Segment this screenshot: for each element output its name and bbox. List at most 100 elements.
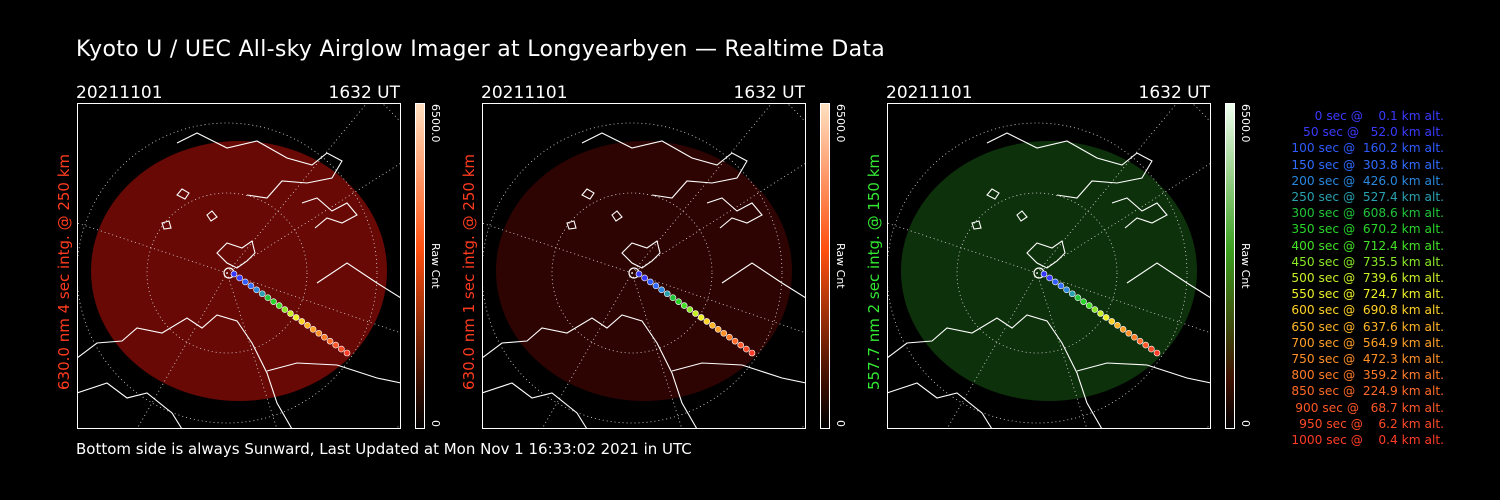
trajectory-point (686, 306, 694, 313)
trajectory-point (658, 286, 665, 294)
trajectory-point (281, 306, 289, 313)
trajectory-point (641, 274, 648, 282)
panel-2-colorbar-min: 0 (834, 420, 847, 427)
trajectory-point (253, 286, 260, 294)
legend-row: 700 sec @ 564.9 km alt. (1287, 335, 1444, 350)
panel-1-time: 1632 UT (328, 83, 401, 103)
panel-2-wavelength-label: 630.0 nm 1 sec intg. @ 250 km (460, 153, 478, 390)
trajectory-point (258, 290, 266, 298)
trajectory-point (315, 329, 323, 337)
panel-3-image (887, 103, 1211, 429)
trajectory-point (1119, 326, 1127, 333)
trajectory-point (652, 282, 660, 290)
trajectory-point (1057, 282, 1065, 290)
panel-3-time: 1632 UT (1138, 83, 1211, 103)
trajectory-point (635, 270, 643, 278)
trajectory-point (709, 322, 716, 329)
trajectory-point (309, 326, 317, 333)
legend-row: 500 sec @ 739.6 km alt. (1287, 271, 1444, 286)
trajectory-point (731, 337, 739, 345)
panel-2-image (482, 103, 806, 429)
legend-row: 50 sec @ 52.0 km alt. (1295, 125, 1444, 140)
legend-row: 300 sec @ 608.6 km alt. (1287, 206, 1444, 221)
legend-row: 100 sec @ 160.2 km alt. (1287, 141, 1444, 156)
trajectory-point (1114, 322, 1121, 329)
legend-row: 900 sec @ 68.7 km alt. (1291, 400, 1444, 415)
legend-row: 450 sec @ 735.5 km alt. (1287, 254, 1444, 269)
trajectory-point (321, 333, 328, 341)
trajectory-point (1068, 290, 1076, 298)
trajectory-point (1102, 314, 1110, 321)
trajectory-point (1148, 345, 1155, 353)
trajectory-point (1142, 341, 1150, 349)
trajectory-point (264, 294, 272, 301)
trajectory-point (726, 333, 733, 341)
trajectory-point (1080, 298, 1087, 305)
trajectory-point (697, 314, 705, 321)
panel-3-colorbar-min: 0 (1239, 420, 1252, 427)
panel-1-colorbar (415, 103, 425, 429)
trajectory-point (675, 298, 682, 305)
panel-2-colorbar (820, 103, 830, 429)
legend-row: 850 sec @ 224.9 km alt. (1287, 384, 1444, 399)
trajectory-point (270, 298, 277, 305)
trajectory-point (332, 341, 340, 349)
trajectory-point (1097, 310, 1104, 317)
trajectory-point (1074, 294, 1082, 301)
legend-row: 600 sec @ 690.8 km alt. (1287, 303, 1444, 318)
trajectory-point (1085, 302, 1093, 309)
trajectory-point (287, 310, 294, 317)
trajectory-point (292, 314, 300, 321)
trajectory-point (1131, 333, 1138, 341)
trajectory-point (247, 282, 255, 290)
trajectory-point (326, 337, 334, 345)
trajectory-point (343, 349, 351, 357)
trajectory-point (669, 294, 677, 301)
trajectory-point (230, 270, 238, 278)
page-title: Kyoto U / UEC All-sky Airglow Imager at … (76, 37, 886, 62)
panel-2-colorbar-max: 6500.0 (834, 104, 847, 143)
trajectory-point (1136, 337, 1144, 345)
trajectory-point (304, 322, 311, 329)
trajectory-point (1153, 349, 1161, 357)
legend-row: 150 sec @ 303.8 km alt. (1287, 157, 1444, 172)
trajectory-point (1125, 329, 1133, 337)
panel-3-date: 20211101 (886, 83, 973, 103)
panel-2-date: 20211101 (481, 83, 568, 103)
trajectory-point (1063, 286, 1070, 294)
panel-1-wavelength-label: 630.0 nm 4 sec intg. @ 250 km (55, 153, 73, 390)
trajectory-point (743, 345, 750, 353)
trajectory-point (737, 341, 745, 349)
panel-2-colorbar-unit: Raw Cnt (834, 243, 847, 289)
footer-status: Bottom side is always Sunward, Last Upda… (76, 440, 692, 458)
trajectory-point (1108, 318, 1116, 325)
panel-1-colorbar-unit: Raw Cnt (429, 243, 442, 289)
trajectory-point (720, 329, 728, 337)
trajectory-point (1091, 306, 1099, 313)
legend-row: 800 sec @ 359.2 km alt. (1287, 368, 1444, 383)
trajectory-point (647, 278, 654, 286)
legend-row: 250 sec @ 527.4 km alt. (1287, 190, 1444, 205)
legend-row: 200 sec @ 426.0 km alt. (1287, 173, 1444, 188)
trajectory-point (1052, 278, 1059, 286)
trajectory-point (663, 290, 671, 298)
trajectory-point (714, 326, 722, 333)
trajectory-point (298, 318, 306, 325)
trajectory-point (703, 318, 711, 325)
legend-row: 400 sec @ 712.4 km alt. (1287, 238, 1444, 253)
trajectory-point (1040, 270, 1048, 278)
legend-row: 750 sec @ 472.3 km alt. (1287, 352, 1444, 367)
panel-3-wavelength-label: 557.7 nm 2 sec intg. @ 150 km (865, 153, 883, 390)
panel-1-date: 20211101 (76, 83, 163, 103)
legend-row: 1000 sec @ 0.4 km alt. (1291, 433, 1444, 448)
trajectory-point (1046, 274, 1053, 282)
legend-row: 650 sec @ 637.6 km alt. (1287, 319, 1444, 334)
panel-1-image (77, 103, 401, 429)
panel-3-colorbar (1225, 103, 1235, 429)
trajectory-point (242, 278, 249, 286)
legend-row: 350 sec @ 670.2 km alt. (1287, 222, 1444, 237)
panel-3-colorbar-max: 6500.0 (1239, 104, 1252, 143)
trajectory-point (338, 345, 345, 353)
trajectory-point (692, 310, 699, 317)
trajectory-legend: 0 sec @ 0.1 km alt. 50 sec @ 52.0 km alt… (1258, 108, 1444, 448)
